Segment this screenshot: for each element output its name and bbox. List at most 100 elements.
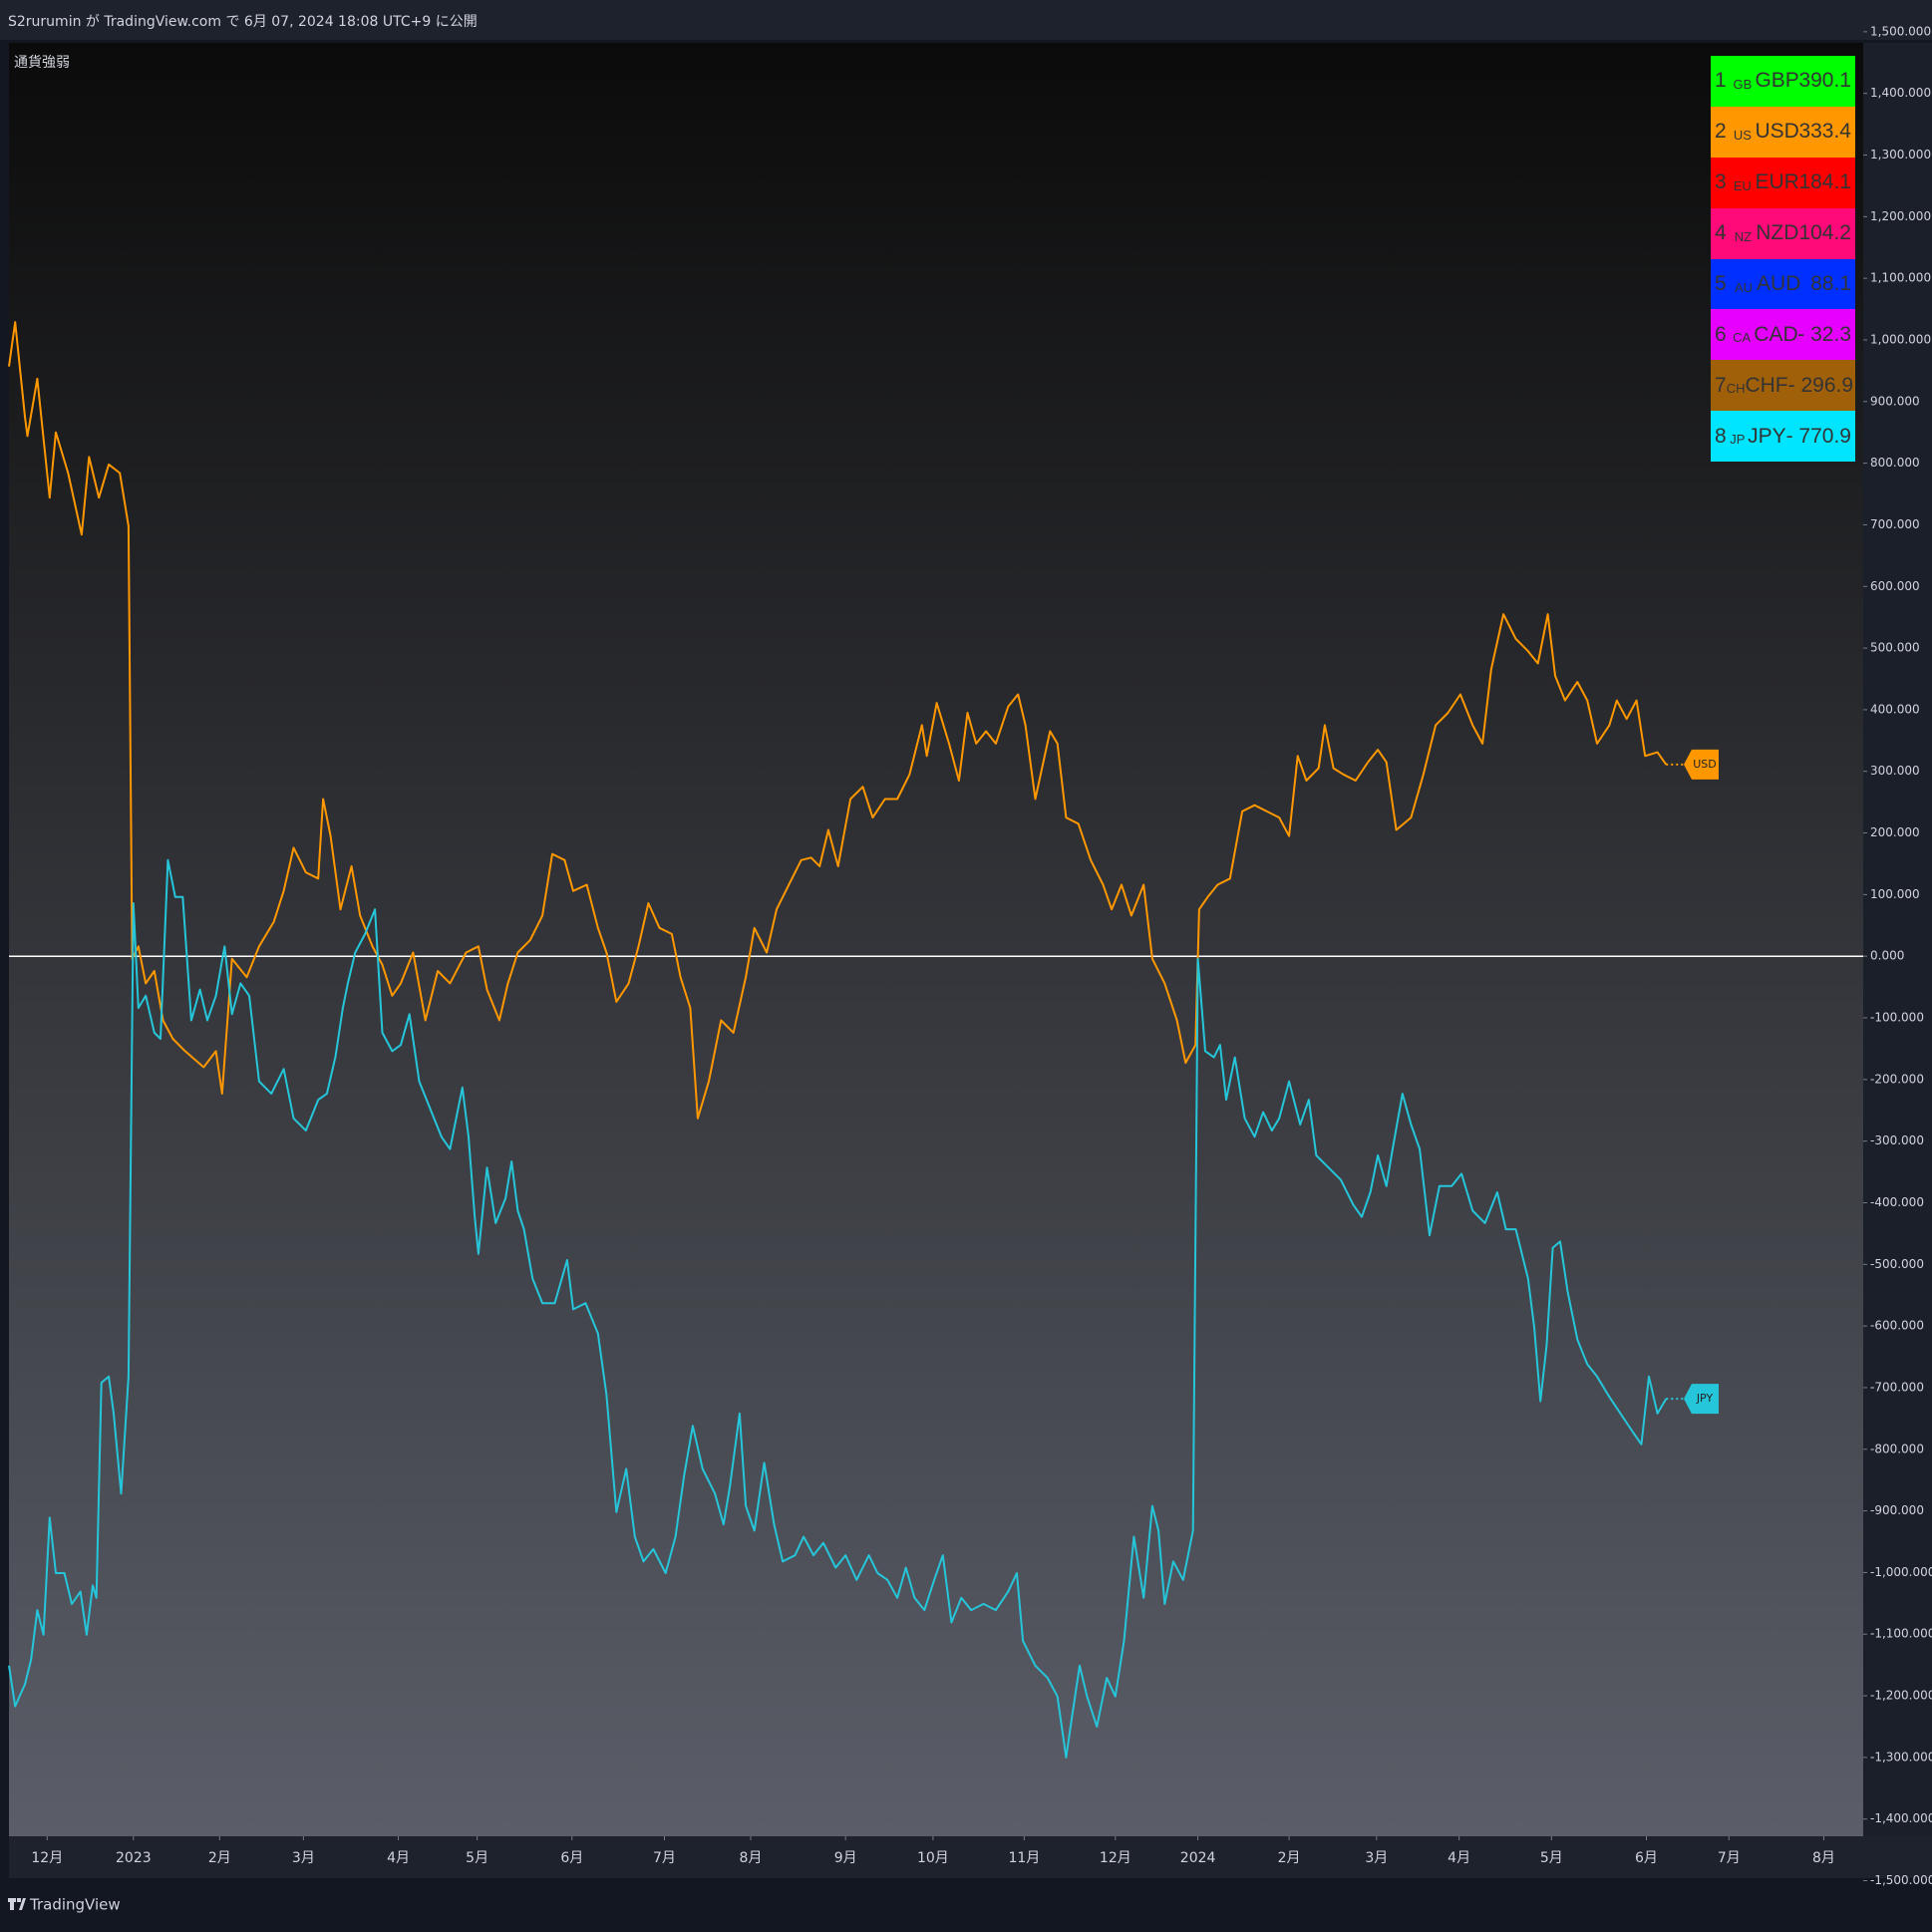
x-tick-label: 12月	[31, 1850, 63, 1866]
x-tick-label: 8月	[740, 1850, 763, 1866]
y-tick-label: 1,200.000	[1870, 209, 1931, 223]
y-tick-label: 1,100.000	[1870, 271, 1931, 285]
table-row: 4 NZ NZD 104.2	[1711, 207, 1855, 259]
table-cell: 1	[1715, 69, 1727, 93]
x-tick-label: 3月	[292, 1850, 315, 1866]
table-cell: 7	[1715, 373, 1727, 397]
y-tick-label: -900.000	[1870, 1503, 1924, 1517]
end-label-bg	[1684, 749, 1719, 780]
x-tick-label: 6月	[560, 1850, 583, 1866]
end-label-bg	[1684, 1384, 1719, 1415]
x-axis-area	[9, 1836, 1932, 1878]
table-cell: EU	[1733, 177, 1752, 193]
table-cell: 2	[1715, 120, 1727, 144]
table-row: 1 GB GBP 390.1	[1711, 56, 1855, 107]
y-tick-label: 1,400.000	[1870, 86, 1931, 100]
table-cell: JP	[1730, 432, 1746, 448]
table-cell: AU	[1734, 279, 1754, 295]
table-cell: 5	[1715, 272, 1727, 295]
y-tick-label: -1,000.000	[1870, 1565, 1932, 1579]
y-tick-label: 1,500.000	[1870, 24, 1931, 38]
y-tick-label: 900.000	[1870, 394, 1920, 408]
series-line	[8, 858, 1668, 1759]
x-tick-label: 7月	[653, 1850, 676, 1866]
x-tick-label: 3月	[1365, 1850, 1388, 1866]
y-tick-label: -800.000	[1870, 1442, 1924, 1455]
end-label: USD	[1693, 758, 1717, 771]
y-tick-label: -1,500.000	[1870, 1873, 1932, 1887]
table-cell: NZ	[1734, 228, 1753, 244]
table-cell: - 32.3	[1797, 322, 1851, 346]
y-tick-label: -400.000	[1870, 1195, 1924, 1209]
table-cell: EUR	[1755, 170, 1799, 194]
table-cell: 4	[1715, 221, 1727, 245]
x-tick-label: 4月	[1448, 1850, 1470, 1866]
x-tick-label: 2月	[208, 1850, 231, 1866]
y-tick-label: -1,300.000	[1870, 1750, 1932, 1764]
footer-brand: TradingView	[29, 1896, 121, 1914]
y-tick-label: 400.000	[1870, 702, 1920, 716]
table-cell: - 296.9	[1787, 373, 1854, 397]
table-row: 6 CA CAD - 32.3	[1711, 309, 1855, 361]
y-tick-label: 200.000	[1870, 825, 1920, 839]
y-tick-label: -1,400.000	[1870, 1811, 1932, 1825]
x-tick-label: 6月	[1635, 1850, 1658, 1866]
table-cell: 8	[1715, 424, 1727, 448]
table-row: 8 JP JPY - 770.9	[1711, 411, 1855, 463]
x-tick-label: 2024	[1180, 1850, 1216, 1866]
x-tick-label: 4月	[387, 1850, 410, 1866]
x-tick-label: 7月	[1718, 1850, 1741, 1866]
series-line	[8, 321, 1668, 1120]
table-cell: 6	[1715, 322, 1727, 346]
table-row: 3 EU EUR 184.1	[1711, 157, 1855, 208]
table-row: 2 US USD 333.4	[1711, 106, 1855, 158]
table-cell: 88.1	[1810, 272, 1851, 295]
y-tick-label: 1,300.000	[1870, 148, 1931, 161]
y-axis-area	[1863, 43, 1932, 1836]
table-cell: 104.2	[1798, 221, 1851, 245]
y-tick-label: -200.000	[1870, 1072, 1924, 1086]
table-cell: NZD	[1756, 221, 1799, 245]
table-row: 7 CH CHF - 296.9	[1711, 360, 1855, 412]
table-cell: AUD	[1757, 272, 1801, 295]
plot-area	[9, 43, 1863, 1836]
x-tick-label: 9月	[834, 1850, 857, 1866]
indicator-name: 通貨強弱	[14, 54, 70, 71]
x-tick-label: 10月	[917, 1850, 949, 1866]
y-tick-label: -600.000	[1870, 1319, 1924, 1333]
table-cell: US	[1733, 127, 1752, 143]
end-label: JPY	[1696, 1392, 1714, 1405]
x-tick-label: 11月	[1008, 1850, 1040, 1866]
table-cell: GB	[1733, 76, 1753, 92]
x-tick-label: 12月	[1100, 1850, 1131, 1866]
table-cell: 184.1	[1798, 170, 1851, 194]
y-tick-label: -1,100.000	[1870, 1627, 1932, 1641]
y-tick-label: 300.000	[1870, 764, 1920, 778]
table-cell: - 770.9	[1785, 424, 1851, 448]
header-bar	[0, 0, 1932, 40]
table-cell: 3	[1715, 170, 1727, 194]
y-tick-label: 800.000	[1870, 456, 1920, 470]
y-tick-label: -100.000	[1870, 1011, 1924, 1025]
x-tick-label: 2月	[1278, 1850, 1301, 1866]
table-cell: GBP	[1755, 69, 1799, 93]
y-tick-label: 0.000	[1870, 949, 1904, 963]
y-tick-label: 500.000	[1870, 641, 1920, 655]
logo	[8, 1898, 26, 1910]
table-cell: JPY	[1748, 424, 1786, 448]
x-tick-label: 5月	[466, 1850, 488, 1866]
table-cell: CA	[1733, 330, 1752, 346]
table-cell: CH	[1726, 381, 1746, 397]
table-cell: CAD	[1754, 322, 1798, 346]
y-tick-label: 600.000	[1870, 579, 1920, 593]
y-tick-label: -1,200.000	[1870, 1689, 1932, 1703]
table-cell: 390.1	[1798, 69, 1851, 93]
table-cell: 333.4	[1798, 120, 1851, 144]
y-tick-label: 700.000	[1870, 517, 1920, 531]
y-tick-label: -300.000	[1870, 1133, 1924, 1147]
y-tick-label: -700.000	[1870, 1380, 1924, 1394]
table-cell: USD	[1755, 120, 1799, 144]
x-tick-label: 8月	[1812, 1850, 1835, 1866]
